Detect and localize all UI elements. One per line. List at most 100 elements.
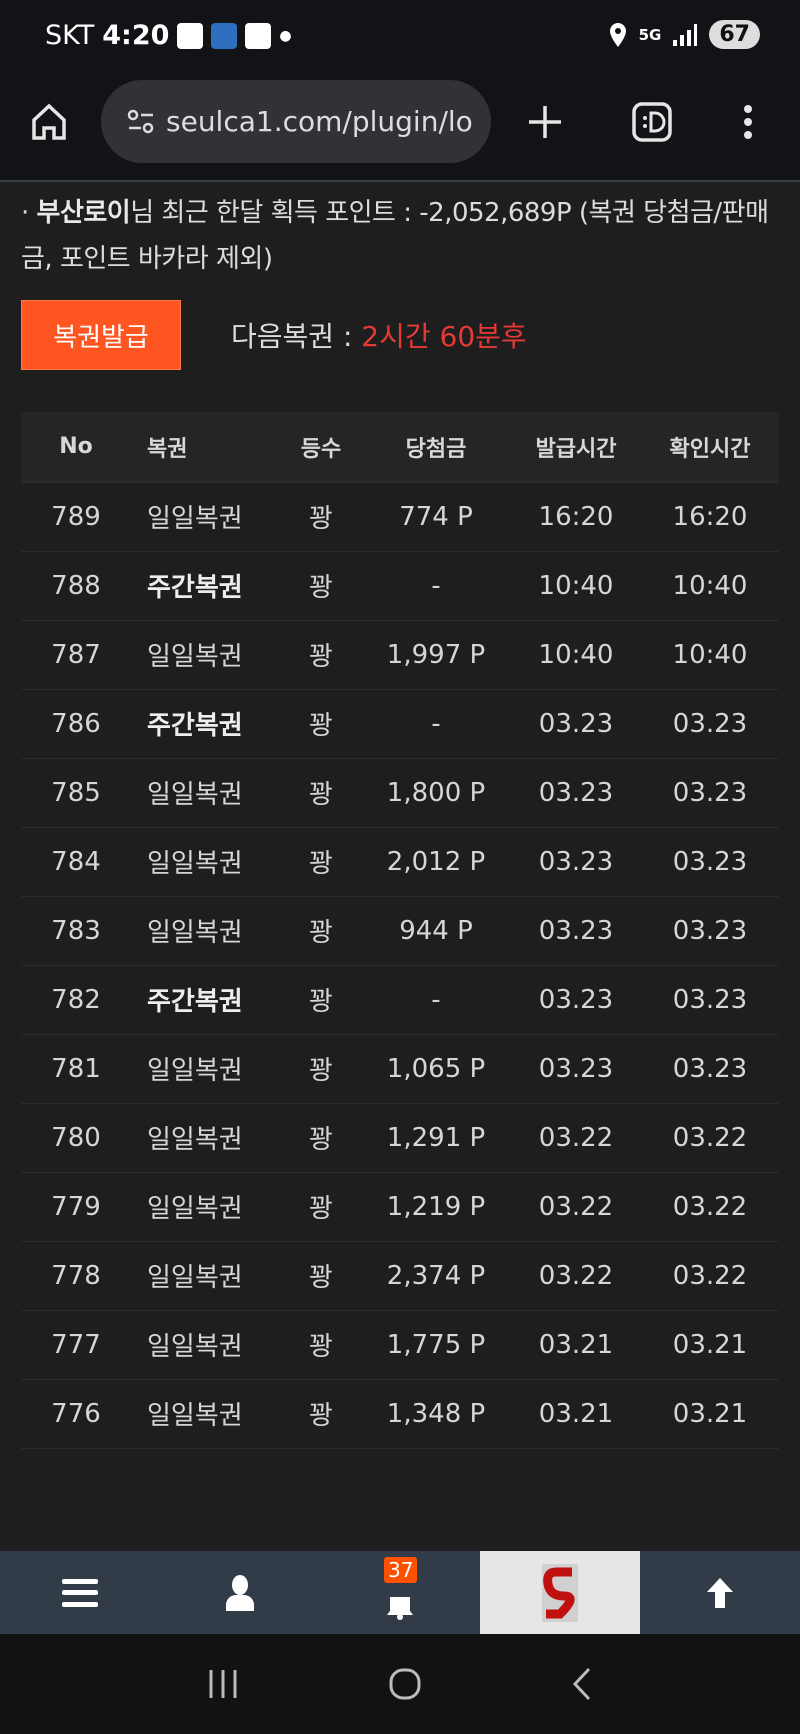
row-lottery: 일일복권 [131, 1310, 281, 1380]
row-no: 777 [21, 1310, 131, 1380]
row-no: 782 [21, 965, 131, 1035]
row-no: 781 [21, 1034, 131, 1104]
tab-switcher-icon[interactable] [632, 102, 672, 142]
clock: 4:20 [102, 20, 170, 51]
location-icon [609, 22, 626, 47]
row-rank: 꽝 [281, 482, 361, 552]
row-lottery: 일일복권 [131, 758, 281, 828]
next-lottery: 다음복권 : 2시간 60분후 [231, 320, 527, 353]
home-icon[interactable] [30, 102, 68, 142]
table-row[interactable]: 783 일일복권 꽝 944 P 03.23 03.23 [21, 896, 779, 966]
row-checked: 03.23 [641, 827, 779, 897]
row-checked: 03.23 [641, 689, 779, 759]
row-checked: 16:20 [641, 482, 779, 552]
table-row[interactable]: 778 일일복권 꽝 2,374 P 03.22 03.22 [21, 1241, 779, 1311]
user-icon [226, 1574, 254, 1611]
arrow-up-icon [707, 1577, 733, 1608]
row-no: 783 [21, 896, 131, 966]
url-text: seulca1.com/plugin/lo [166, 105, 473, 138]
row-rank: 꽝 [281, 1172, 361, 1242]
col-lottery: 복권 [131, 412, 281, 483]
row-lottery: 일일복권 [131, 896, 281, 966]
table-row[interactable]: 782 주간복권 꽝 -03.23 03.23 [21, 965, 779, 1035]
row-rank: 꽝 [281, 689, 361, 759]
row-prize: 1,219 P [361, 1172, 511, 1242]
table-row[interactable]: 785 일일복권 꽝 1,800 P 03.23 03.23 [21, 758, 779, 828]
next-lottery-time: 2시간 60분후 [361, 320, 527, 353]
bell-icon [387, 1596, 413, 1620]
table-row[interactable]: 780 일일복권 꽝 1,291 P 03.22 03.22 [21, 1103, 779, 1173]
issue-lottery-button[interactable]: 복권발급 [21, 300, 181, 370]
row-prize: 1,800 P [361, 758, 511, 828]
table-row[interactable]: 776 일일복권 꽝 1,348 P 03.21 03.21 [21, 1379, 779, 1449]
row-issued: 03.22 [511, 1172, 641, 1242]
row-lottery: 주간복권 [131, 689, 281, 759]
col-checked: 확인시간 [641, 412, 779, 483]
s-logo-icon [542, 1563, 578, 1622]
row-checked: 03.22 [641, 1103, 779, 1173]
row-checked: 03.23 [641, 896, 779, 966]
hamburger-icon [62, 1578, 98, 1607]
row-rank: 꽝 [281, 551, 361, 621]
scroll-top-button[interactable] [640, 1551, 800, 1634]
notifications-button[interactable]: 37 [320, 1551, 480, 1634]
row-rank: 꽝 [281, 758, 361, 828]
dot-icon: ● [279, 27, 292, 44]
row-issued: 03.23 [511, 1034, 641, 1104]
row-no: 787 [21, 620, 131, 690]
row-no: 779 [21, 1172, 131, 1242]
table-row[interactable]: 777 일일복권 꽝 1,775 P 03.21 03.21 [21, 1310, 779, 1380]
row-rank: 꽝 [281, 1241, 361, 1311]
carrier: SKT [45, 20, 95, 51]
row-checked: 03.23 [641, 758, 779, 828]
row-lottery: 일일복권 [131, 1379, 281, 1449]
lottery-actions: 복권발급 다음복권 : 2시간 60분후 [21, 300, 779, 370]
col-rank: 등수 [281, 412, 361, 483]
table-row[interactable]: 787 일일복권 꽝 1,997 P 10:40 10:40 [21, 620, 779, 690]
row-prize: - [361, 551, 511, 621]
row-lottery: 일일복권 [131, 620, 281, 690]
row-prize: 1,065 P [361, 1034, 511, 1104]
table-row[interactable]: 786 주간복권 꽝 -03.23 03.23 [21, 689, 779, 759]
row-checked: 03.23 [641, 1034, 779, 1104]
network-label: 5G [638, 25, 662, 44]
row-prize: - [361, 689, 511, 759]
row-checked: 10:40 [641, 551, 779, 621]
row-lottery: 일일복권 [131, 1034, 281, 1104]
profile-button[interactable] [160, 1551, 320, 1634]
back-icon[interactable] [572, 1667, 592, 1701]
row-prize: 1,997 P [361, 620, 511, 690]
url-bar[interactable]: seulca1.com/plugin/lo [101, 80, 491, 163]
site-logo-button[interactable] [480, 1551, 640, 1634]
col-no: No [21, 412, 131, 483]
voicemail-icon [177, 22, 204, 49]
row-lottery: 일일복권 [131, 1241, 281, 1311]
row-lottery: 주간복권 [131, 965, 281, 1035]
app-notification-icon [211, 22, 238, 49]
col-issued: 발급시간 [511, 412, 641, 483]
table-row[interactable]: 779 일일복권 꽝 1,219 P 03.22 03.22 [21, 1172, 779, 1242]
signal-icon [673, 23, 698, 46]
row-no: 778 [21, 1241, 131, 1311]
table-row[interactable]: 784 일일복권 꽝 2,012 P 03.23 03.23 [21, 827, 779, 897]
row-rank: 꽝 [281, 1379, 361, 1449]
browser-toolbar: seulca1.com/plugin/lo [0, 80, 800, 182]
col-prize: 당첨금 [361, 412, 511, 483]
row-lottery: 일일복권 [131, 482, 281, 552]
row-prize: 1,775 P [361, 1310, 511, 1380]
notification-badge: 37 [384, 1557, 418, 1583]
menu-more-icon[interactable] [742, 104, 754, 140]
home-nav-icon[interactable] [388, 1667, 422, 1701]
recents-icon[interactable] [208, 1668, 238, 1700]
username: 부산로이 [36, 198, 131, 228]
table-row[interactable]: 781 일일복권 꽝 1,065 P 03.23 03.23 [21, 1034, 779, 1104]
table-row[interactable]: 789 일일복권 꽝 774 P 16:20 16:20 [21, 482, 779, 552]
menu-button[interactable] [0, 1551, 160, 1634]
row-lottery: 주간복권 [131, 551, 281, 621]
new-tab-icon[interactable] [527, 104, 563, 140]
table-row[interactable]: 788 주간복권 꽝 -10:40 10:40 [21, 551, 779, 621]
site-settings-icon[interactable] [127, 109, 155, 135]
row-lottery: 일일복권 [131, 1172, 281, 1242]
row-checked: 03.21 [641, 1310, 779, 1380]
row-prize: 1,291 P [361, 1103, 511, 1173]
